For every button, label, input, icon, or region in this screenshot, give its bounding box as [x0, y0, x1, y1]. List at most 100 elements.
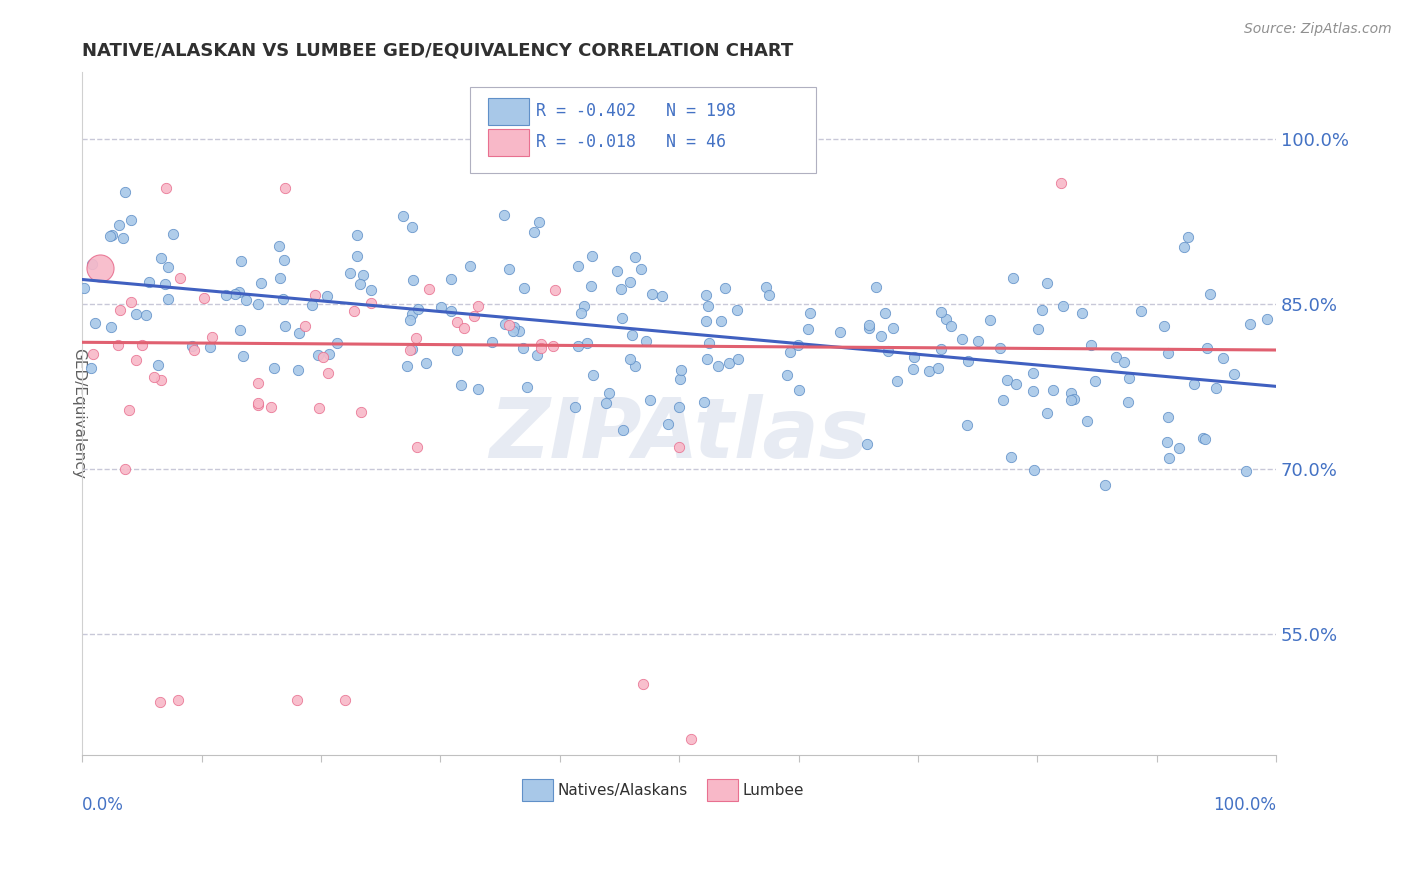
Point	[1076, 414, 1098, 428]
Point	[636, 334, 658, 349]
Point	[619, 275, 641, 289]
Point	[114, 185, 136, 199]
Point	[73, 281, 96, 295]
Point	[1234, 464, 1257, 478]
Point	[797, 322, 820, 336]
Point	[717, 356, 740, 370]
Point	[156, 292, 179, 306]
Point	[274, 181, 297, 195]
Point	[903, 351, 925, 365]
Point	[107, 338, 129, 352]
Point	[1156, 435, 1178, 450]
Point	[495, 317, 517, 331]
FancyBboxPatch shape	[707, 780, 738, 801]
Point	[668, 440, 690, 454]
Point	[301, 298, 323, 312]
Point	[415, 356, 437, 370]
Point	[758, 287, 780, 301]
Point	[263, 361, 285, 376]
FancyBboxPatch shape	[470, 87, 817, 173]
Point	[401, 219, 423, 234]
Point	[430, 300, 453, 314]
Point	[870, 329, 893, 343]
Point	[157, 260, 180, 274]
Point	[360, 295, 382, 310]
Point	[287, 363, 309, 377]
Point	[1000, 450, 1022, 464]
Point	[418, 281, 440, 295]
Point	[1005, 377, 1028, 392]
Point	[125, 307, 148, 321]
Point	[526, 348, 548, 362]
Point	[153, 277, 176, 291]
Point	[633, 677, 655, 691]
Point	[787, 384, 810, 398]
Point	[527, 215, 550, 229]
Point	[935, 312, 957, 326]
Text: 0.0%: 0.0%	[83, 797, 124, 814]
Point	[150, 251, 173, 265]
Point	[269, 270, 291, 285]
Point	[856, 437, 879, 451]
Point	[131, 337, 153, 351]
Point	[695, 314, 717, 328]
Point	[1205, 380, 1227, 394]
Point	[1105, 350, 1128, 364]
Point	[624, 250, 647, 264]
Point	[1050, 176, 1073, 190]
Point	[148, 358, 170, 372]
Point	[512, 341, 534, 355]
Point	[463, 310, 485, 324]
Point	[581, 279, 603, 293]
Point	[1130, 304, 1153, 318]
Point	[1192, 431, 1215, 445]
Point	[246, 297, 269, 311]
Point	[1060, 392, 1083, 407]
Point	[988, 341, 1011, 355]
Point	[1194, 433, 1216, 447]
Point	[453, 321, 475, 335]
Point	[273, 252, 295, 267]
Point	[98, 228, 121, 243]
Point	[312, 350, 335, 364]
Point	[541, 339, 564, 353]
Point	[183, 343, 205, 358]
Point	[956, 418, 979, 433]
Point	[82, 347, 104, 361]
Point	[346, 250, 368, 264]
Point	[271, 292, 294, 306]
Point	[440, 271, 463, 285]
Point	[619, 351, 641, 366]
Point	[120, 213, 142, 227]
Point	[1182, 376, 1205, 391]
Point	[927, 360, 949, 375]
Point	[697, 335, 720, 350]
Point	[395, 359, 418, 373]
Point	[405, 440, 427, 454]
Point	[697, 299, 720, 313]
Point	[1256, 311, 1278, 326]
Point	[155, 181, 177, 195]
Point	[651, 289, 673, 303]
Point	[696, 352, 718, 367]
Point	[149, 696, 172, 710]
Point	[668, 400, 690, 414]
Point	[232, 349, 254, 363]
Point	[516, 380, 538, 394]
Point	[638, 392, 661, 407]
Point	[956, 354, 979, 368]
Point	[865, 280, 887, 294]
Point	[903, 361, 925, 376]
Y-axis label: GED/Equivalency: GED/Equivalency	[72, 349, 86, 479]
Point	[1212, 351, 1234, 365]
Point	[1042, 383, 1064, 397]
Point	[725, 303, 748, 318]
Point	[581, 249, 603, 263]
Point	[612, 423, 634, 437]
Point	[513, 280, 536, 294]
Point	[304, 287, 326, 301]
Point	[630, 262, 652, 277]
Point	[1118, 370, 1140, 384]
Point	[346, 228, 368, 243]
Point	[215, 288, 238, 302]
